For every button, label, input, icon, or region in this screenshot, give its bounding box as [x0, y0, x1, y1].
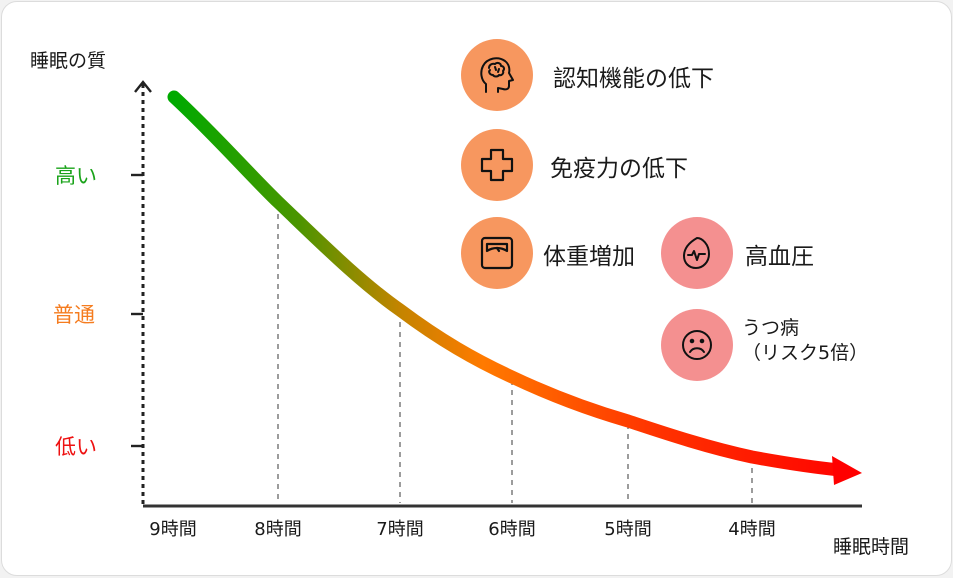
y-tick-label-mid: 普通	[53, 303, 95, 327]
risk-label-depression-line1: うつ病	[742, 317, 800, 339]
risk-label-immunity: 免疫力の低下	[550, 156, 688, 182]
x-tick-label: 4時間	[728, 519, 776, 540]
medical-cross-icon	[480, 148, 514, 182]
risk-badge-depression	[661, 309, 733, 381]
y-axis-title: 睡眠の質	[30, 50, 107, 72]
risk-badge-hypertension	[661, 217, 733, 289]
y-axis-arrow-icon	[134, 80, 152, 93]
x-tick-label: 5時間	[604, 519, 652, 540]
risk-badge-cognitive	[461, 39, 533, 111]
risk-label-weight: 体重増加	[543, 244, 635, 270]
x-guide-lines	[277, 204, 753, 503]
risk-badge-immunity	[461, 129, 533, 201]
risk-badge-weight	[461, 217, 533, 289]
weight-scale-icon	[480, 236, 514, 270]
risk-label-depression: うつ病 （リスク5倍）	[742, 316, 868, 366]
x-tick-label: 9時間	[149, 519, 197, 540]
x-axis-title: 睡眠時間	[833, 536, 910, 558]
risk-label-hypertension: 高血圧	[745, 244, 814, 270]
risk-label-cognitive: 認知機能の低下	[553, 66, 714, 92]
y-tick-label-low: 低い	[55, 435, 97, 459]
sad-face-icon	[682, 330, 712, 360]
brain-head-icon	[480, 57, 514, 93]
y-tick-label-high: 高い	[55, 164, 97, 188]
curve-arrowhead-icon	[832, 456, 862, 485]
sleep-quality-curve	[167, 90, 847, 477]
risk-label-depression-line2: （リスク5倍）	[742, 342, 869, 364]
x-tick-label: 7時間	[376, 519, 424, 540]
x-tick-label: 8時間	[254, 519, 302, 540]
blood-pressure-drop-icon	[683, 237, 710, 269]
x-tick-label: 6時間	[488, 519, 536, 540]
